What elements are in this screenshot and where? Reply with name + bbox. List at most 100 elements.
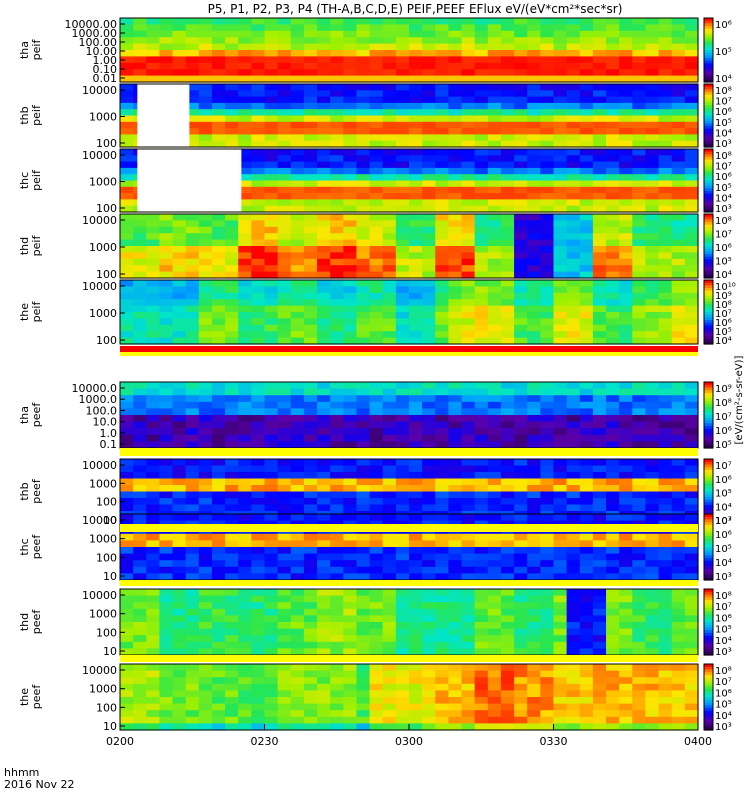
- colorbar-frame: [703, 513, 714, 581]
- heatmap-cell: [395, 292, 410, 300]
- heatmap-cell: [487, 149, 502, 156]
- heatmap-cell: [159, 428, 174, 436]
- heatmap-cell: [356, 628, 371, 636]
- heatmap-cell: [330, 533, 344, 541]
- heatmap-cell: [382, 239, 397, 247]
- heatmap-cell: [251, 69, 266, 77]
- heatmap-cell: [277, 683, 292, 691]
- heatmap-cell: [238, 220, 252, 228]
- heatmap-cell: [474, 305, 489, 313]
- heatmap-cell: [277, 205, 292, 213]
- heatmap-cell: [671, 43, 686, 51]
- heatmap-cell: [645, 18, 660, 25]
- heatmap-cell: [527, 388, 541, 396]
- heatmap-cell: [527, 75, 541, 83]
- heatmap-cell: [448, 716, 463, 724]
- heatmap-cell: [172, 395, 187, 403]
- heatmap-cell: [619, 18, 633, 25]
- heatmap-cell: [553, 271, 568, 279]
- heatmap-cell: [671, 233, 686, 241]
- heatmap-cell: [369, 648, 384, 656]
- heatmap-cell: [395, 608, 410, 616]
- heatmap-cell: [343, 280, 358, 287]
- heatmap-cell: [185, 128, 200, 135]
- heatmap-cell: [671, 220, 686, 228]
- heatmap-cell: [330, 62, 344, 70]
- heatmap-cell: [474, 258, 489, 266]
- heatmap-cell: [632, 149, 647, 156]
- heatmap-cell: [474, 167, 489, 175]
- heatmap-cell: [435, 553, 450, 561]
- y-tick-label: 0.01: [93, 72, 118, 85]
- heatmap-cell: [133, 18, 147, 25]
- heatmap-cell: [540, 205, 555, 213]
- heatmap-cell: [211, 30, 226, 38]
- heatmap-cell: [251, 622, 266, 630]
- heatmap-cell: [487, 50, 502, 57]
- heatmap-cell: [435, 193, 450, 200]
- heatmap-cell: [474, 56, 489, 64]
- heatmap-cell: [671, 155, 686, 163]
- heatmap-cell: [185, 30, 200, 38]
- heatmap-cell: [500, 324, 515, 332]
- heatmap-cell: [579, 401, 594, 409]
- heatmap-cell: [553, 102, 568, 110]
- heatmap-cell: [606, 214, 620, 221]
- heatmap-cell: [448, 90, 463, 98]
- heatmap-cell: [395, 155, 410, 163]
- heatmap-cell: [487, 115, 502, 123]
- heatmap-cell: [395, 69, 410, 77]
- y-tick-label: 10: [103, 720, 117, 733]
- heatmap-cell: [251, 401, 266, 409]
- heatmap-cell: [303, 401, 318, 409]
- heatmap-cell: [225, 233, 239, 241]
- heatmap-cell: [671, 683, 686, 691]
- heatmap-cell: [514, 167, 528, 175]
- heatmap-cell: [500, 167, 515, 175]
- heatmap-cell: [198, 635, 213, 643]
- heatmap-cell: [303, 220, 318, 228]
- colorbar-segment: [704, 172, 713, 176]
- heatmap-cell: [500, 595, 515, 603]
- heatmap-cell: [579, 641, 594, 649]
- heatmap-cell: [395, 43, 410, 51]
- heatmap-cell: [684, 434, 699, 442]
- heatmap-cell: [671, 299, 686, 307]
- heatmap-cell: [395, 286, 410, 294]
- heatmap-cell: [684, 697, 699, 705]
- heatmap-cell: [343, 589, 358, 597]
- heatmap-cell: [606, 292, 620, 300]
- heatmap-cell: [435, 677, 450, 685]
- heatmap-cell: [369, 395, 384, 403]
- heatmap-cell: [553, 140, 568, 148]
- heatmap-cell: [133, 690, 147, 698]
- heatmap-cell: [395, 690, 410, 698]
- heatmap-cell: [185, 478, 200, 486]
- heatmap-cell: [540, 553, 555, 561]
- heatmap-cell: [185, 286, 200, 294]
- heatmap-cell: [198, 459, 213, 467]
- heatmap-cell: [671, 602, 686, 610]
- heatmap-cell: [172, 312, 187, 319]
- heatmap-cell: [671, 415, 686, 423]
- heatmap-cell: [579, 258, 594, 266]
- heatmap-cell: [422, 56, 436, 64]
- heatmap-cell: [251, 292, 266, 300]
- heatmap-cell: [514, 382, 528, 390]
- heatmap-cell: [619, 90, 633, 98]
- heatmap-cell: [632, 608, 647, 616]
- heatmap-cell: [185, 415, 200, 423]
- heatmap-cell: [409, 246, 423, 253]
- colorbar-segment: [704, 201, 713, 205]
- heatmap-cell: [382, 30, 397, 38]
- heatmap-cell: [409, 573, 423, 581]
- heatmap-cell: [369, 491, 384, 499]
- heatmap-cell: [500, 697, 515, 705]
- heatmap-cell: [579, 677, 594, 685]
- heatmap-cell: [540, 75, 555, 83]
- heatmap-cell: [172, 69, 187, 77]
- heatmap-cell: [514, 246, 528, 253]
- heatmap-cell: [553, 56, 568, 64]
- heatmap-cell: [566, 239, 581, 247]
- heatmap-cell: [645, 292, 660, 300]
